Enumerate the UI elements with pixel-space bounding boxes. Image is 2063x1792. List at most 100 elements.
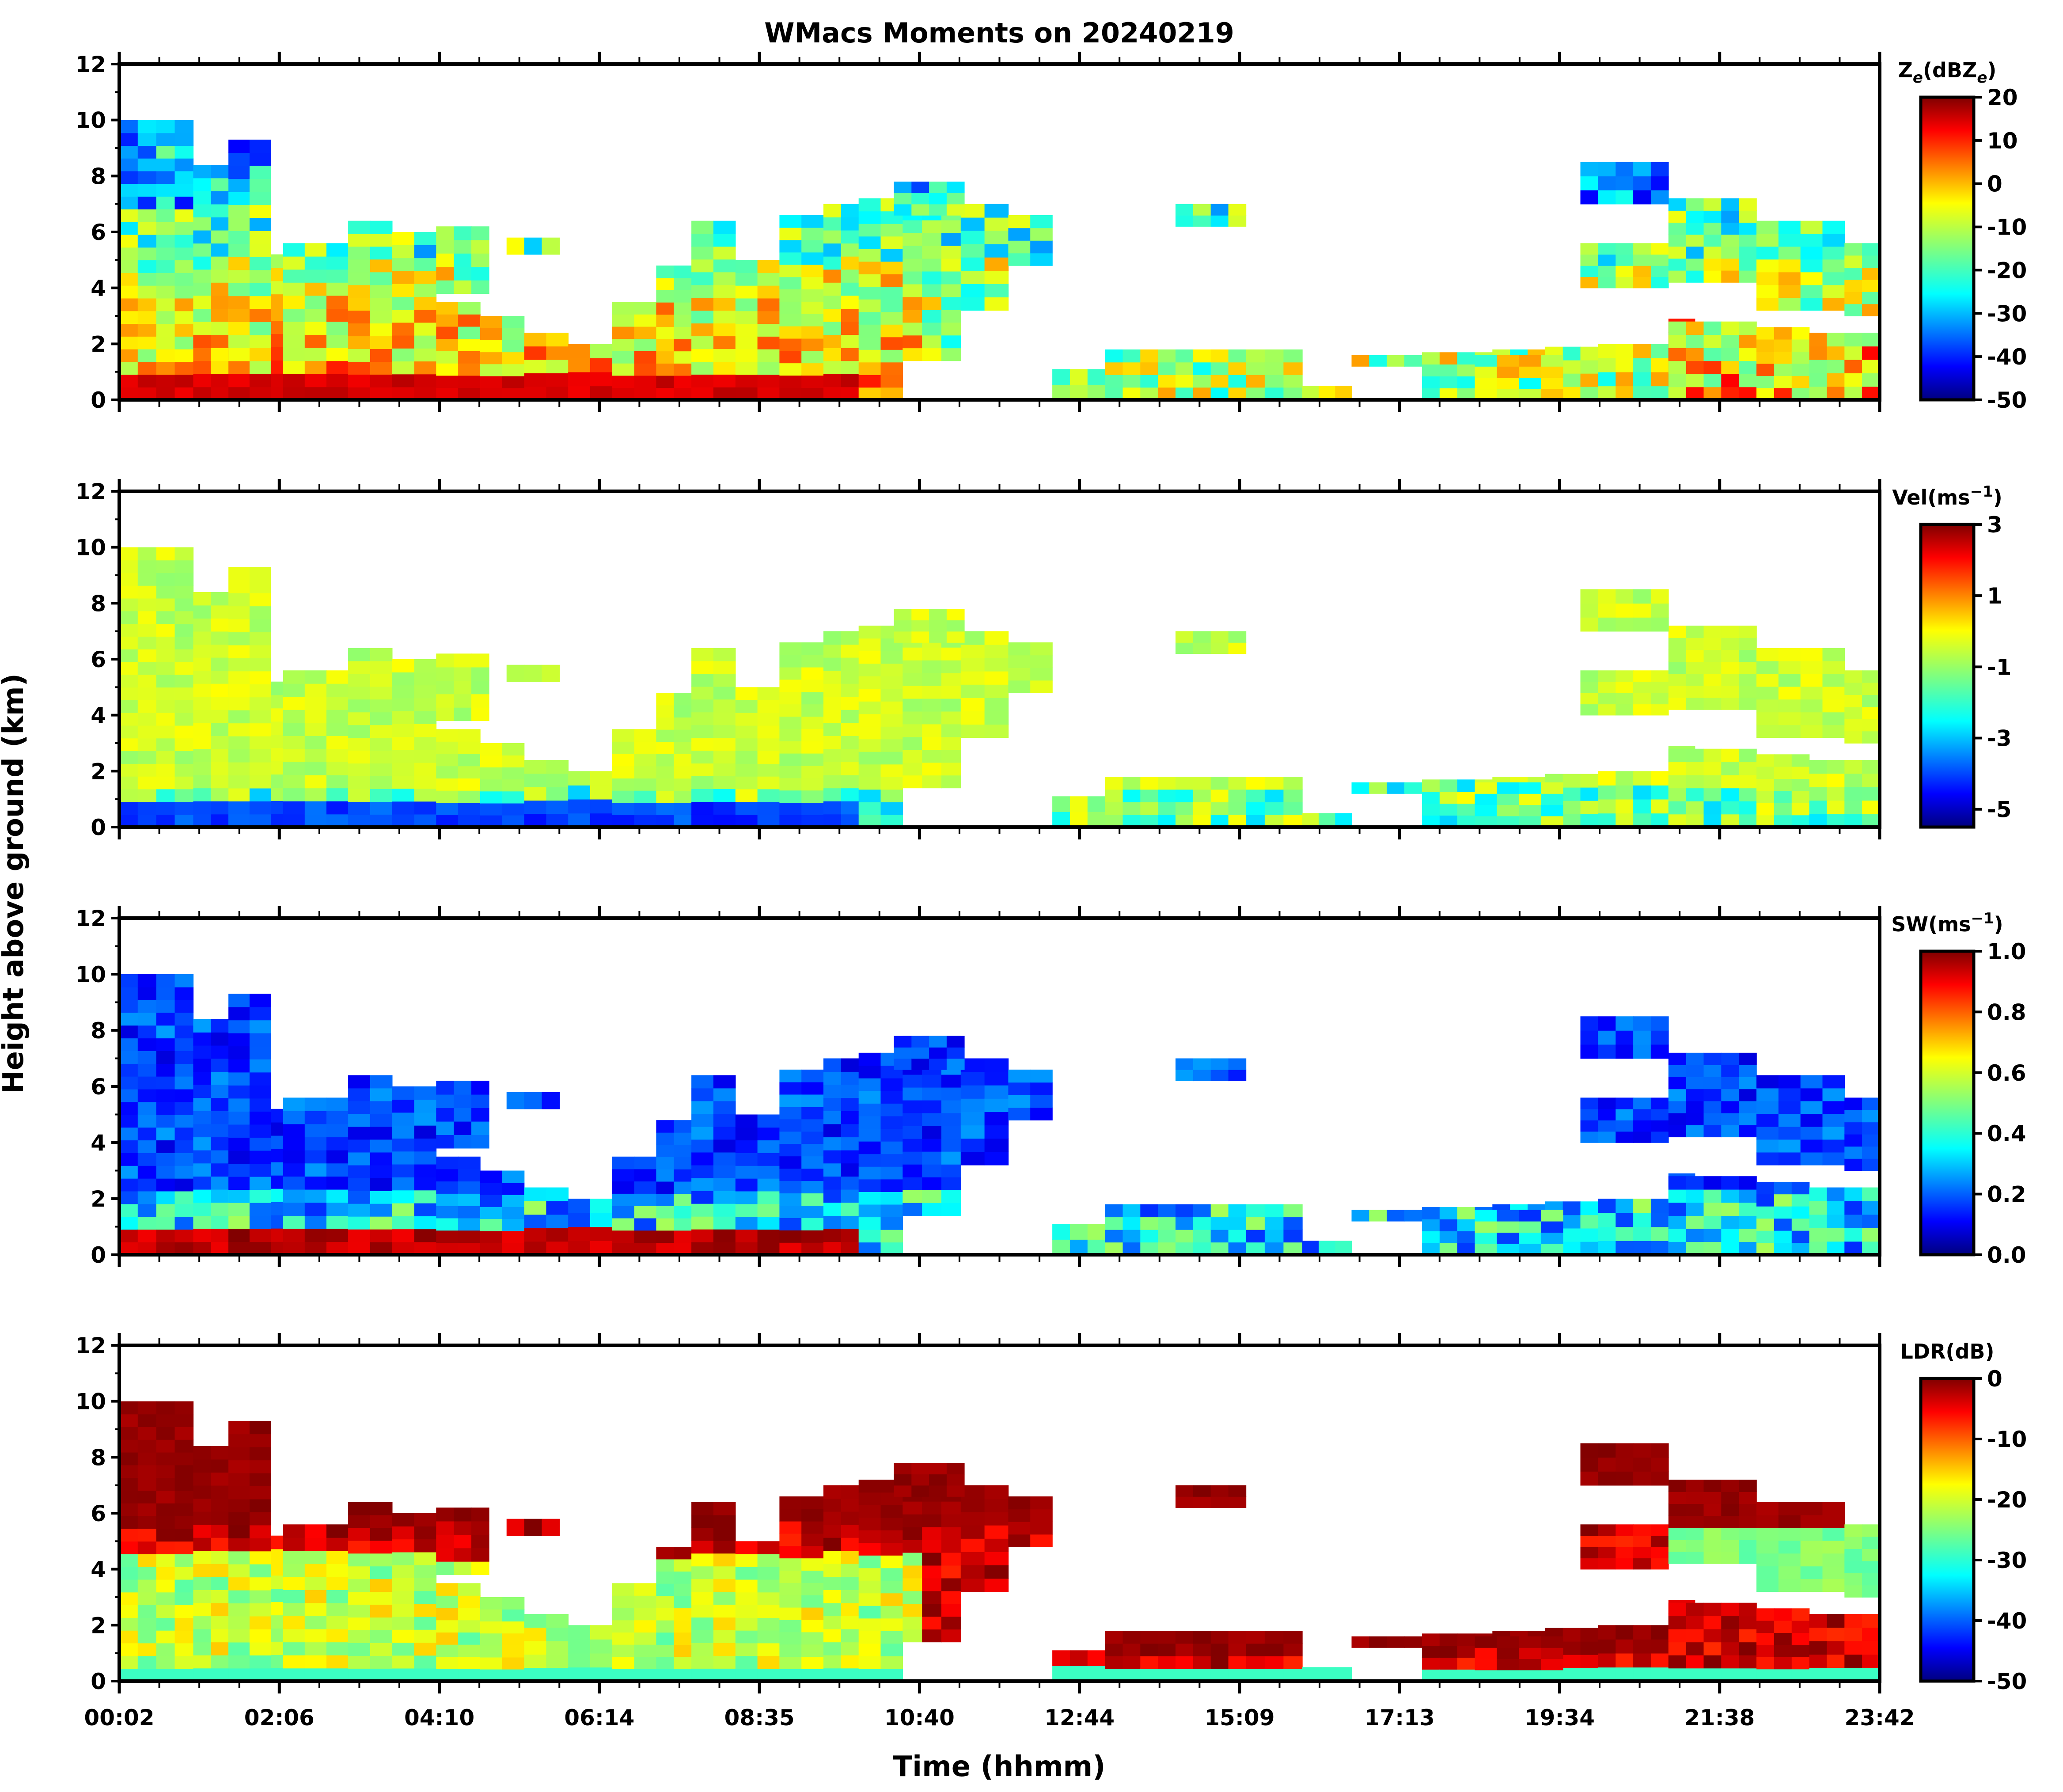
heatmap-cell (735, 801, 758, 815)
heatmap-cell (1739, 775, 1757, 789)
heatmap-cell (858, 1480, 881, 1493)
heatmap-cell (304, 1642, 327, 1655)
heatmap-cell (568, 771, 591, 786)
heatmap-cell (612, 351, 635, 364)
heatmap-cell (1598, 176, 1616, 190)
heatmap-cell (1228, 1069, 1247, 1082)
heatmap-cell (1475, 1648, 1498, 1659)
heatmap-cell (941, 672, 961, 686)
heatmap-cell (471, 1135, 489, 1149)
heatmap-cell (779, 1521, 802, 1534)
heatmap-cell (211, 736, 229, 749)
heatmap-cell (1598, 1241, 1616, 1255)
heatmap-cell (1105, 1631, 1123, 1644)
heatmap-cell (1650, 1030, 1669, 1045)
heatmap-cell (960, 698, 985, 711)
heatmap-cell (1739, 1241, 1757, 1255)
heatmap-cell (757, 1216, 780, 1230)
heatmap-cell (1475, 1221, 1498, 1233)
heatmap-cell (1774, 1218, 1792, 1231)
heatmap-cell (304, 321, 327, 335)
heatmap-cell (858, 286, 881, 300)
heatmap-cell (1703, 246, 1722, 259)
heatmap-cell (174, 636, 194, 649)
heatmap-cell (960, 684, 985, 698)
heatmap-cell (370, 1177, 393, 1191)
heatmap-cell (1862, 304, 1880, 316)
heatmap-cell (922, 672, 942, 686)
heatmap-cell (156, 1427, 175, 1440)
heatmap-cell (392, 1190, 415, 1204)
heatmap-cell (757, 1592, 780, 1606)
heatmap-cell (1721, 1241, 1739, 1255)
heatmap-cell (801, 1156, 824, 1169)
heatmap-cell (326, 295, 349, 309)
heatmap-cell (568, 1653, 591, 1668)
heatmap-cell (392, 1629, 415, 1643)
heatmap-cell (119, 1427, 138, 1440)
heatmap-cell (1497, 1659, 1519, 1671)
heatmap-cell (922, 1190, 942, 1203)
heatmap-cell (1791, 778, 1810, 791)
heatmap-cell (823, 1485, 842, 1499)
heatmap-cell (436, 314, 459, 327)
heatmap-cell (1422, 791, 1440, 804)
heatmap-cell (283, 736, 305, 749)
heatmap-cell (1862, 1146, 1880, 1159)
heatmap-cell (841, 1655, 859, 1669)
y-tick-label: 12 (75, 906, 106, 931)
heatmap-cell (691, 789, 714, 802)
heatmap-cell (228, 1512, 250, 1526)
heatmap-cell (348, 1075, 371, 1089)
heatmap-cell (249, 1241, 271, 1255)
heatmap-cell (1008, 1509, 1031, 1522)
heatmap-cell (436, 802, 459, 816)
heatmap-cell (691, 1088, 714, 1101)
heatmap-cell (674, 1632, 692, 1645)
heatmap-cell (1176, 1242, 1194, 1255)
heatmap-cell (713, 361, 736, 375)
heatmap-cell (326, 1163, 349, 1177)
heatmap-cell (880, 387, 903, 400)
heatmap-cell (436, 253, 454, 267)
heatmap-cell (1650, 799, 1669, 814)
heatmap-cell (1123, 1242, 1141, 1255)
heatmap-cell (506, 1519, 525, 1536)
heatmap-cell (1264, 1229, 1284, 1243)
heatmap-cell (156, 1216, 175, 1230)
heatmap-cell (174, 1076, 194, 1090)
heatmap-cell (458, 1607, 481, 1621)
heatmap-cell (1616, 771, 1634, 786)
heatmap-cell (1519, 1210, 1541, 1222)
heatmap-cell (1616, 1131, 1634, 1143)
heatmap-cell (193, 1228, 212, 1242)
heatmap-cell (922, 1578, 942, 1591)
heatmap-cell (1686, 748, 1704, 763)
heatmap-cell (211, 1045, 229, 1059)
heatmap-cell (1844, 1134, 1862, 1147)
heatmap-cell (1633, 785, 1651, 800)
heatmap-cell (1721, 1655, 1739, 1669)
heatmap-cell (228, 619, 250, 633)
heatmap-cell (1616, 1547, 1634, 1559)
heatmap-cell (1800, 1075, 1823, 1089)
heatmap-cell (193, 1124, 212, 1138)
heatmap-cell (283, 1202, 305, 1216)
heatmap-cell (1497, 355, 1519, 367)
heatmap-cell (1827, 1654, 1845, 1668)
heatmap-cell (1052, 369, 1070, 385)
heatmap-cell (1176, 1217, 1194, 1230)
heatmap-cell (1140, 375, 1158, 388)
heatmap-cell (779, 1094, 802, 1107)
heatmap-cell (174, 1566, 194, 1580)
heatmap-cell (119, 1655, 138, 1669)
heatmap-cell (137, 1528, 157, 1542)
heatmap-cell (1721, 775, 1739, 789)
heatmap-cell (634, 314, 657, 327)
heatmap-cell (348, 1630, 371, 1643)
x-tick-label: 08:35 (724, 1705, 795, 1731)
heatmap-cell (156, 814, 175, 828)
heatmap-cell (414, 659, 437, 672)
heatmap-cell (1176, 204, 1194, 216)
heatmap-cell (903, 1565, 922, 1579)
